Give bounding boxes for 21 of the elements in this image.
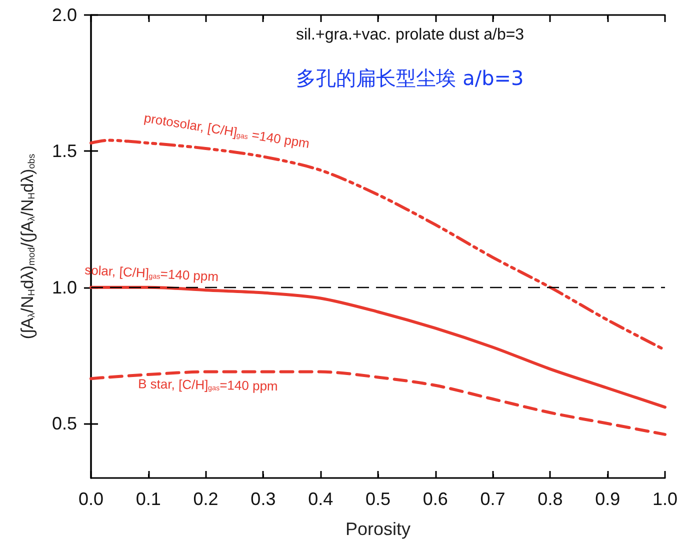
y-tick-label: 2.0: [52, 5, 77, 25]
x-tick-label: 0.5: [365, 489, 391, 509]
x-tick-label: 0.4: [308, 489, 334, 509]
x-tick-label: 1.0: [652, 489, 678, 509]
text: sil.+gra.+vac. prolate dust a/b=3: [296, 26, 524, 44]
x-axis-title: Porosity: [345, 519, 411, 539]
text: 多孔的扁长型尘埃 a/b=3: [296, 66, 524, 90]
line-series: [90, 370, 666, 436]
y-tick-label: 1.5: [52, 141, 77, 162]
line-series: [90, 286, 666, 409]
text: (∫Aλ/NHdλ)mod/(∫Aλ/NHdλ)obs: [18, 154, 37, 340]
x-tick-label: 0.6: [422, 489, 448, 509]
x-tick-label: 0.8: [538, 489, 563, 509]
x-tick-label: 0.2: [193, 489, 218, 509]
y-tick-label: 0.5: [52, 414, 77, 434]
x-tick-label: 0.1: [136, 489, 161, 509]
x-tick-label: 0.0: [78, 489, 104, 509]
x-tick-label: 0.7: [480, 489, 506, 509]
x-tick-label: 0.3: [250, 489, 276, 509]
x-tick-label: 0.9: [595, 489, 620, 509]
y-tick-label: 1.0: [52, 277, 77, 298]
